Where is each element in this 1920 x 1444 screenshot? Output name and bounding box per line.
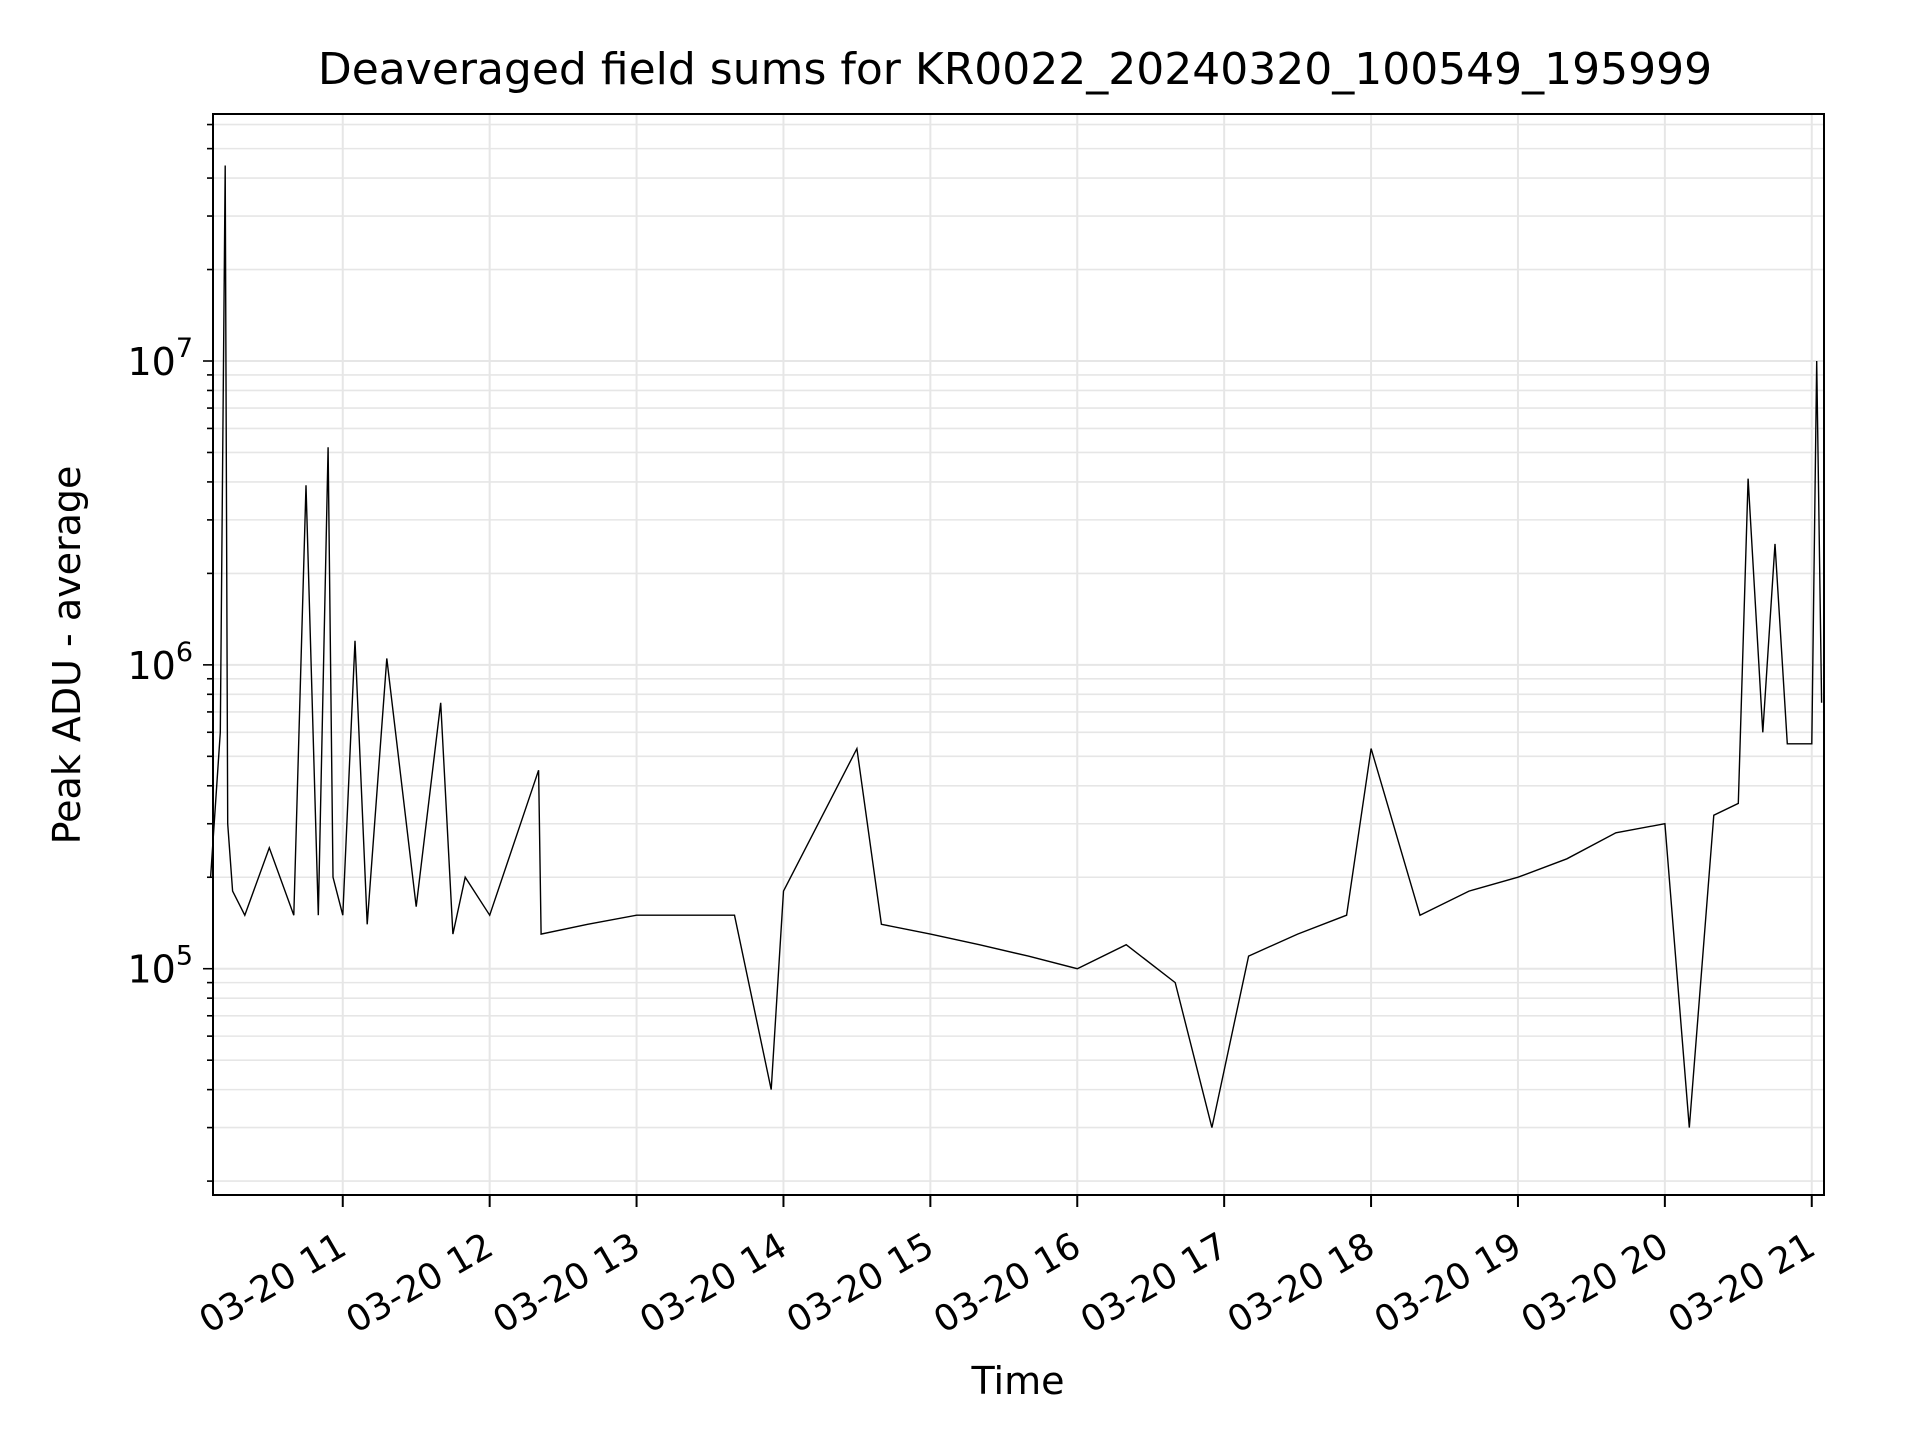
y-tick-label-exponent: 5 xyxy=(176,941,193,972)
y-tick-label: 105 xyxy=(127,941,193,992)
plot-frame xyxy=(212,113,1825,1196)
y-axis-label: Peak ADU - average xyxy=(45,466,89,845)
y-tick-label-base: 10 xyxy=(127,948,175,992)
x-axis-label: Time xyxy=(971,1359,1065,1403)
y-tick-label: 107 xyxy=(127,333,193,384)
y-tick-label: 106 xyxy=(127,637,193,688)
y-tick-label-exponent: 7 xyxy=(176,333,193,364)
y-tick-label-base: 10 xyxy=(127,644,175,688)
y-tick-label-exponent: 6 xyxy=(176,637,193,668)
series-line xyxy=(209,165,1823,1128)
series-layer xyxy=(209,165,1823,1128)
chart-title: Deaveraged field sums for KR0022_2024032… xyxy=(318,44,1712,95)
grid-layer xyxy=(213,114,1824,1195)
y-tick-label-base: 10 xyxy=(127,340,175,384)
